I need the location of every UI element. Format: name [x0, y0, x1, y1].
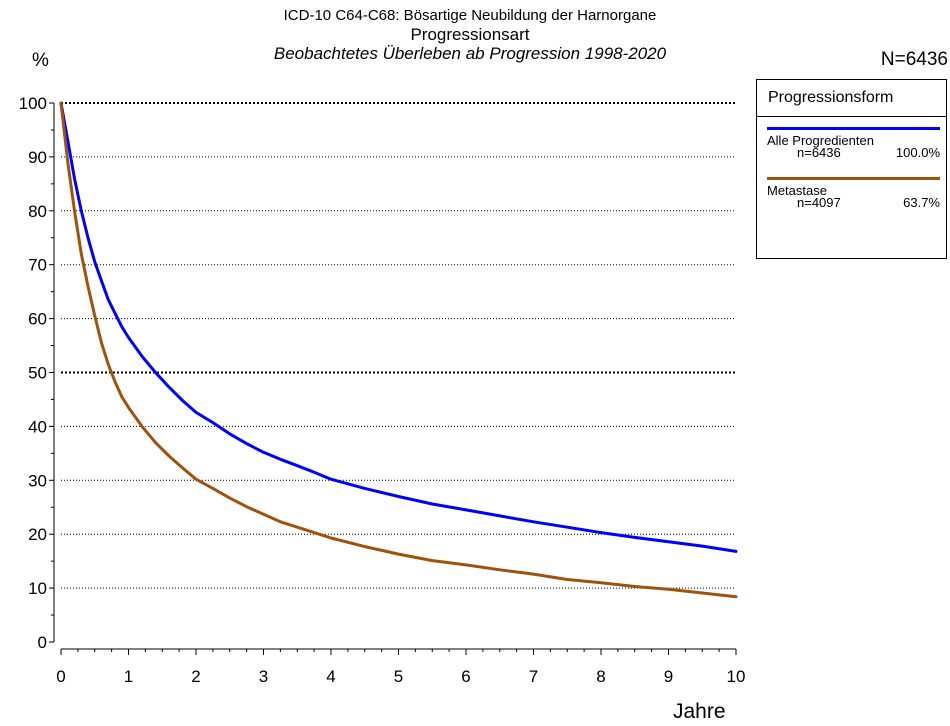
- y-tick-label-70: 70: [28, 256, 47, 275]
- x-tick-label-0: 0: [56, 667, 65, 686]
- x-tick-label-3: 3: [259, 667, 268, 686]
- chart-caption: Beobachtetes Überleben ab Progression 19…: [273, 44, 667, 63]
- legend-divider: [757, 116, 946, 117]
- total-count-label: N=6436: [880, 49, 948, 70]
- x-tick-label-7: 7: [529, 667, 538, 686]
- x-tick-label-1: 1: [124, 667, 133, 686]
- x-tick-label-4: 4: [326, 667, 335, 686]
- x-tick-label-8: 8: [596, 667, 605, 686]
- y-tick-label-60: 60: [28, 310, 47, 329]
- legend-swatch: [767, 127, 940, 130]
- series-line-alle-progredienten: [59, 101, 738, 553]
- y-tick-label-30: 30: [28, 471, 47, 490]
- legend-item-name: Metastase: [767, 183, 827, 198]
- legend: Progressionsform Alle Progredienten n=64…: [756, 79, 947, 259]
- legend-swatch: [767, 177, 940, 180]
- legend-item-count: n=6436: [797, 145, 841, 160]
- legend-item-percent: 100.0%: [895, 145, 940, 160]
- x-tick-label-9: 9: [664, 667, 673, 686]
- chart-title: ICD-10 C64-C68: Bösartige Neubildung der…: [283, 7, 657, 24]
- y-tick-label-50: 50: [28, 364, 47, 383]
- x-tick-label-10: 10: [727, 667, 746, 686]
- series-line-metastase: [59, 101, 738, 599]
- x-tick-label-6: 6: [461, 667, 470, 686]
- y-tick-label-40: 40: [28, 417, 47, 436]
- legend-title: Progressionsform: [768, 89, 894, 106]
- legend-item-name: Alle Progredienten: [767, 133, 874, 148]
- y-tick-label-10: 10: [28, 579, 47, 598]
- chart-subtitle: Progressionsart: [410, 25, 530, 44]
- y-tick-label-100: 100: [19, 94, 47, 113]
- y-tick-label-0: 0: [38, 633, 47, 652]
- y-tick-label-90: 90: [28, 148, 47, 167]
- x-tick-label-5: 5: [394, 667, 403, 686]
- x-tick-label-2: 2: [191, 667, 200, 686]
- legend-item-count: n=4097: [797, 195, 841, 210]
- y-tick-label-80: 80: [28, 202, 47, 221]
- y-axis-unit-label: %: [32, 50, 49, 71]
- x-axis-label: Jahre: [673, 700, 726, 723]
- legend-item-percent: 63.7%: [903, 195, 940, 210]
- y-tick-label-20: 20: [28, 525, 47, 544]
